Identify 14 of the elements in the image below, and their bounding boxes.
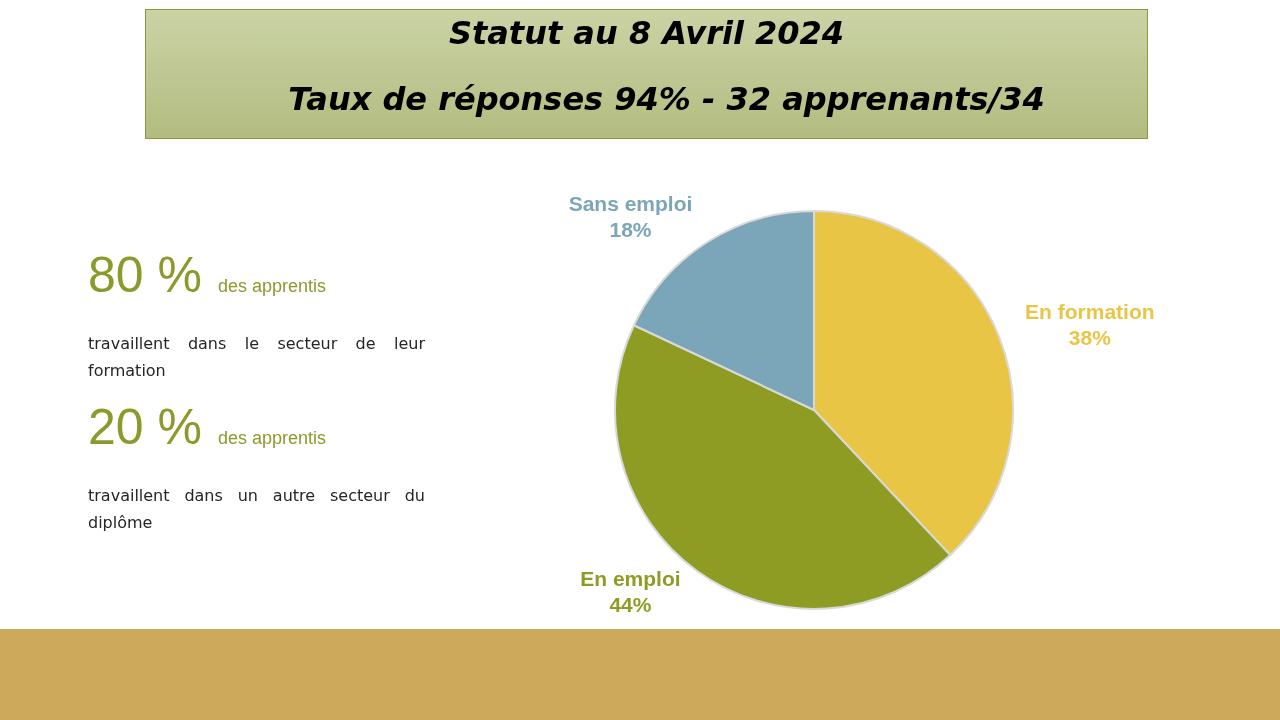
- text: travaillent dans le secteur de leur formation: [88, 333, 425, 382]
- data-label: 44%: [609, 593, 652, 617]
- slice-label: Sans emploi: [568, 192, 693, 216]
- text: des apprentis: [217, 276, 327, 296]
- text: 20 %: [88, 399, 202, 455]
- slice-label: En formation: [1025, 300, 1155, 324]
- text: travaillent dans un autre secteur du diplôme: [88, 485, 425, 534]
- data-label: 18%: [609, 218, 652, 242]
- slice-label: En emploi: [580, 567, 681, 591]
- text: 80 %: [88, 247, 202, 303]
- data-label: 38%: [1068, 326, 1112, 350]
- chart-subtitle: Taux de réponses 94% - 32 apprenants/34: [287, 80, 1046, 118]
- chart-title: Statut au 8 Avril 2024: [447, 14, 846, 52]
- text: des apprentis: [217, 428, 327, 448]
